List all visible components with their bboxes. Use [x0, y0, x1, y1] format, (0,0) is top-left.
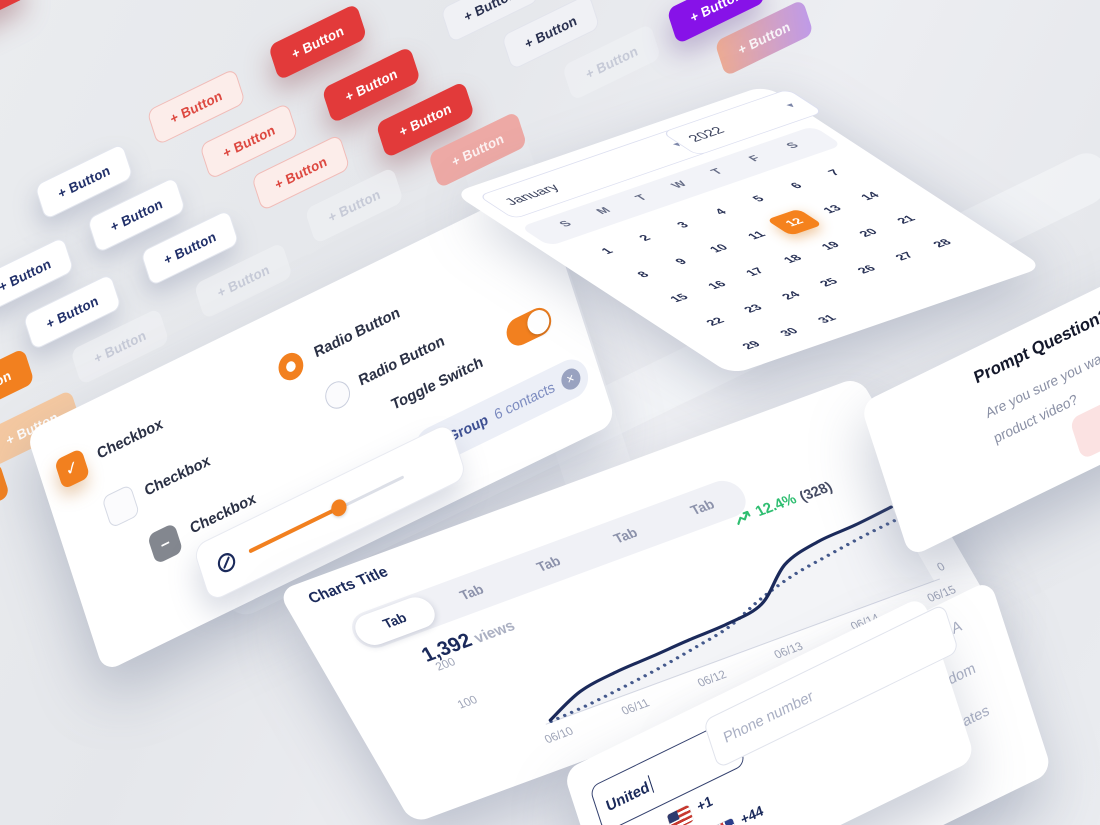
check-icon: ✓ — [62, 456, 82, 481]
radio-button-unselected[interactable] — [321, 376, 354, 414]
chevron-down-icon: ▾ — [783, 101, 799, 110]
tab-active[interactable]: Tab — [349, 592, 441, 650]
combobox-value: United — [603, 774, 655, 815]
slider-control — [192, 421, 468, 603]
x-axis-tick: 06/11 — [619, 697, 652, 718]
chip-count: 6 contacts — [492, 379, 557, 424]
delta-count: (328) — [796, 478, 836, 505]
radio-label: Radio Button — [312, 303, 402, 362]
checkbox-label: Checkbox — [142, 452, 213, 500]
form-controls-card: Radio Button Radio Button Toggle Switch … — [25, 182, 617, 673]
area-fill — [550, 506, 935, 723]
y-axis-zero-tick: 0 — [935, 560, 948, 574]
us-flag-icon — [666, 804, 694, 825]
input-placeholder: Phone number — [721, 687, 816, 747]
toggle-knob[interactable] — [523, 306, 552, 339]
tab[interactable]: Tab — [687, 496, 718, 518]
delta-percent: 12.4% — [752, 491, 800, 520]
close-icon[interactable]: ✕ — [558, 365, 583, 394]
combobox-text: United — [604, 778, 652, 815]
dial-code-option[interactable]: +1 — [694, 792, 715, 815]
gauge-icon — [217, 553, 236, 573]
series-dotted-line — [549, 517, 900, 723]
trend-annotation: 12.4% (328) — [731, 478, 835, 528]
radio-button-selected[interactable] — [275, 348, 307, 385]
minus-icon: – — [157, 531, 173, 555]
checkbox-unchecked[interactable] — [101, 483, 141, 529]
button-red[interactable]: + Button — [268, 3, 368, 81]
slider-handle[interactable] — [328, 496, 349, 520]
gb-flag-icon — [710, 817, 738, 825]
slider-track-fill — [248, 506, 340, 554]
trend-up-icon — [737, 510, 751, 525]
month-value: January — [501, 182, 564, 208]
dial-code-option[interactable]: +44 — [738, 801, 766, 825]
y-axis-tick: 100 — [455, 694, 480, 712]
year-value: 2022 — [685, 125, 729, 145]
series-solid-line — [548, 505, 893, 722]
tab[interactable]: Tab — [456, 581, 487, 604]
chart-title: Charts Title — [305, 563, 392, 608]
tab[interactable]: Tab — [610, 524, 641, 547]
tab[interactable]: Tab — [533, 553, 564, 575]
checkbox-indeterminate[interactable]: – — [147, 522, 184, 565]
toggle-switch-on[interactable] — [503, 303, 555, 351]
checkbox-checked[interactable]: ✓ — [53, 447, 91, 490]
slider-track[interactable] — [247, 469, 407, 560]
prompt-action-button[interactable] — [1069, 366, 1100, 461]
checkbox-label: Checkbox — [95, 415, 165, 463]
x-axis-tick: 06/12 — [695, 668, 729, 689]
button-orange[interactable]: + Button — [0, 461, 11, 539]
x-axis-tick: 06/10 — [542, 725, 576, 747]
x-axis-baseline — [545, 578, 941, 725]
button-red[interactable]: + Button — [0, 0, 28, 40]
